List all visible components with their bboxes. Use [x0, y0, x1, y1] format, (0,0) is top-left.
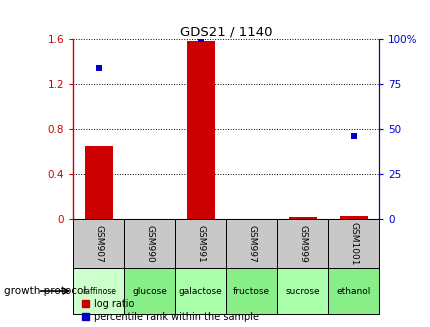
- Text: GSM999: GSM999: [298, 225, 307, 263]
- Bar: [124, 268, 175, 314]
- Bar: [328, 219, 378, 268]
- Bar: [226, 219, 276, 268]
- Text: GSM997: GSM997: [247, 225, 256, 263]
- Legend: log ratio, percentile rank within the sample: log ratio, percentile rank within the sa…: [82, 299, 258, 322]
- Bar: [73, 219, 124, 268]
- Text: ethanol: ethanol: [336, 286, 370, 296]
- Text: GSM991: GSM991: [196, 225, 205, 263]
- Bar: [73, 268, 124, 314]
- Bar: [328, 268, 378, 314]
- Text: GSM1001: GSM1001: [348, 222, 357, 266]
- Bar: [288, 217, 316, 219]
- Bar: [85, 146, 113, 219]
- Text: glucose: glucose: [132, 286, 167, 296]
- Bar: [175, 219, 226, 268]
- Title: GDS21 / 1140: GDS21 / 1140: [180, 25, 272, 38]
- Bar: [276, 219, 328, 268]
- Text: GSM907: GSM907: [94, 225, 103, 263]
- Text: raffinose: raffinose: [82, 286, 115, 296]
- Bar: [124, 219, 175, 268]
- Text: galactose: galactose: [178, 286, 222, 296]
- Text: growth protocol: growth protocol: [4, 286, 86, 296]
- Bar: [175, 268, 226, 314]
- Text: GSM990: GSM990: [145, 225, 154, 263]
- Bar: [339, 216, 367, 219]
- Bar: [226, 268, 276, 314]
- Bar: [186, 42, 214, 219]
- Text: fructose: fructose: [233, 286, 270, 296]
- Bar: [276, 268, 328, 314]
- Text: sucrose: sucrose: [285, 286, 319, 296]
